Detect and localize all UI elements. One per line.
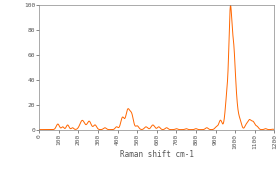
X-axis label: Raman shift cm-1: Raman shift cm-1	[120, 150, 194, 159]
